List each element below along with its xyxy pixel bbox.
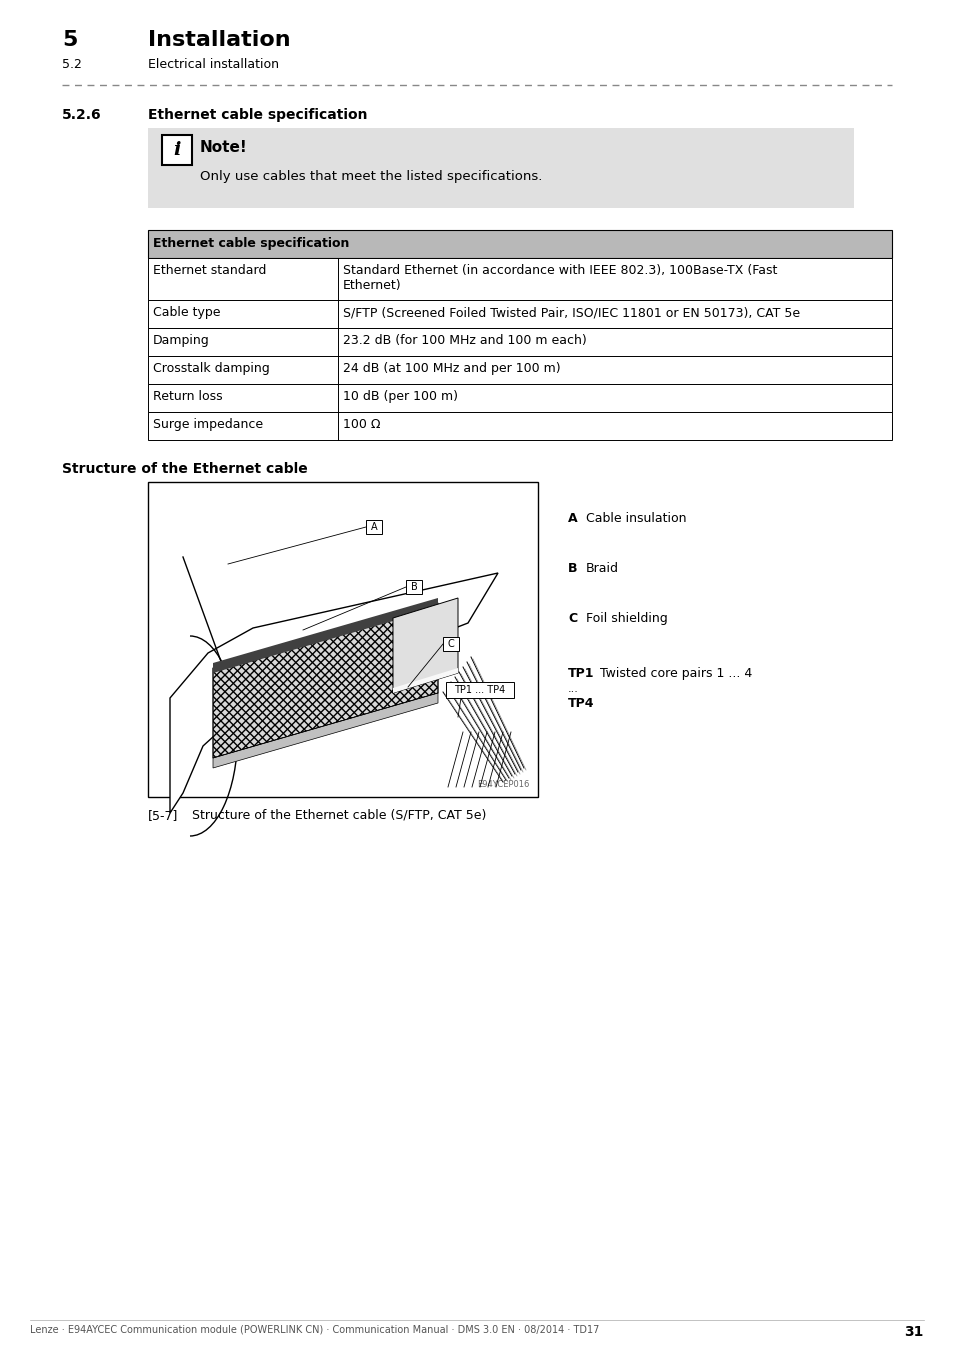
Text: Ethernet cable specification: Ethernet cable specification [152,238,349,250]
Bar [148,328,891,356]
Text: Braid: Braid [585,562,618,575]
Text: Damping: Damping [152,333,210,347]
Bar [148,482,537,796]
Bar [148,258,891,300]
Text: C: C [447,639,454,649]
Bar [148,300,891,328]
Bar [366,520,381,535]
Text: TP4: TP4 [567,697,594,710]
Polygon shape [393,598,457,693]
Bar [442,637,458,651]
Text: Return loss: Return loss [152,390,222,404]
Text: 5.2: 5.2 [62,58,82,72]
Text: S/FTP (Screened Foiled Twisted Pair, ISO/IEC 11801 or EN 50173), CAT 5e: S/FTP (Screened Foiled Twisted Pair, ISO… [343,306,800,319]
Bar [148,383,891,412]
Polygon shape [213,598,437,674]
Text: Crosstalk damping: Crosstalk damping [152,362,270,375]
Text: Installation: Installation [148,30,291,50]
Text: Structure of the Ethernet cable: Structure of the Ethernet cable [62,462,308,477]
Text: Cable insulation: Cable insulation [585,512,686,525]
Bar [162,135,192,165]
Text: B: B [410,582,416,593]
Bar [148,230,891,258]
Text: Note!: Note! [200,140,248,155]
Text: Structure of the Ethernet cable (S/FTP, CAT 5e): Structure of the Ethernet cable (S/FTP, … [192,809,486,822]
Text: TP1 ... TP4: TP1 ... TP4 [454,684,505,695]
Text: E94YCEP016: E94YCEP016 [477,780,530,788]
Bar [148,356,891,383]
Text: Surge impedance: Surge impedance [152,418,263,431]
Text: C: C [567,612,577,625]
Text: Standard Ethernet (in accordance with IEEE 802.3), 100Base-TX (Fast
Ethernet): Standard Ethernet (in accordance with IE… [343,265,777,292]
Text: Ethernet cable specification: Ethernet cable specification [148,108,367,122]
Text: 5.2.6: 5.2.6 [62,108,102,122]
Bar [446,682,514,698]
Bar [148,128,853,208]
Polygon shape [393,668,457,693]
Polygon shape [213,603,437,757]
Bar [148,412,891,440]
Text: A: A [371,522,377,532]
Text: 5: 5 [62,30,77,50]
Text: 24 dB (at 100 MHz and per 100 m): 24 dB (at 100 MHz and per 100 m) [343,362,560,375]
Text: 31: 31 [903,1324,923,1339]
Text: Only use cables that meet the listed specifications.: Only use cables that meet the listed spe… [200,170,542,184]
Text: B: B [567,562,577,575]
Text: 23.2 dB (for 100 MHz and 100 m each): 23.2 dB (for 100 MHz and 100 m each) [343,333,586,347]
Text: Lenze · E94AYCEC Communication module (POWERLINK CN) · Communication Manual · DM: Lenze · E94AYCEC Communication module (P… [30,1324,598,1335]
Text: 10 dB (per 100 m): 10 dB (per 100 m) [343,390,457,404]
Text: ...: ... [567,684,578,694]
Text: A: A [567,512,577,525]
Text: [5-7]: [5-7] [148,809,178,822]
Polygon shape [213,693,437,768]
Text: TP1: TP1 [567,667,594,680]
Text: 100 Ω: 100 Ω [343,418,380,431]
Polygon shape [170,572,497,813]
Text: Electrical installation: Electrical installation [148,58,278,72]
Text: Ethernet standard: Ethernet standard [152,265,266,277]
Text: Twisted core pairs 1 ... 4: Twisted core pairs 1 ... 4 [599,667,752,680]
Text: i: i [173,140,180,159]
Text: Foil shielding: Foil shielding [585,612,667,625]
Text: Cable type: Cable type [152,306,220,319]
Bar [406,580,421,594]
